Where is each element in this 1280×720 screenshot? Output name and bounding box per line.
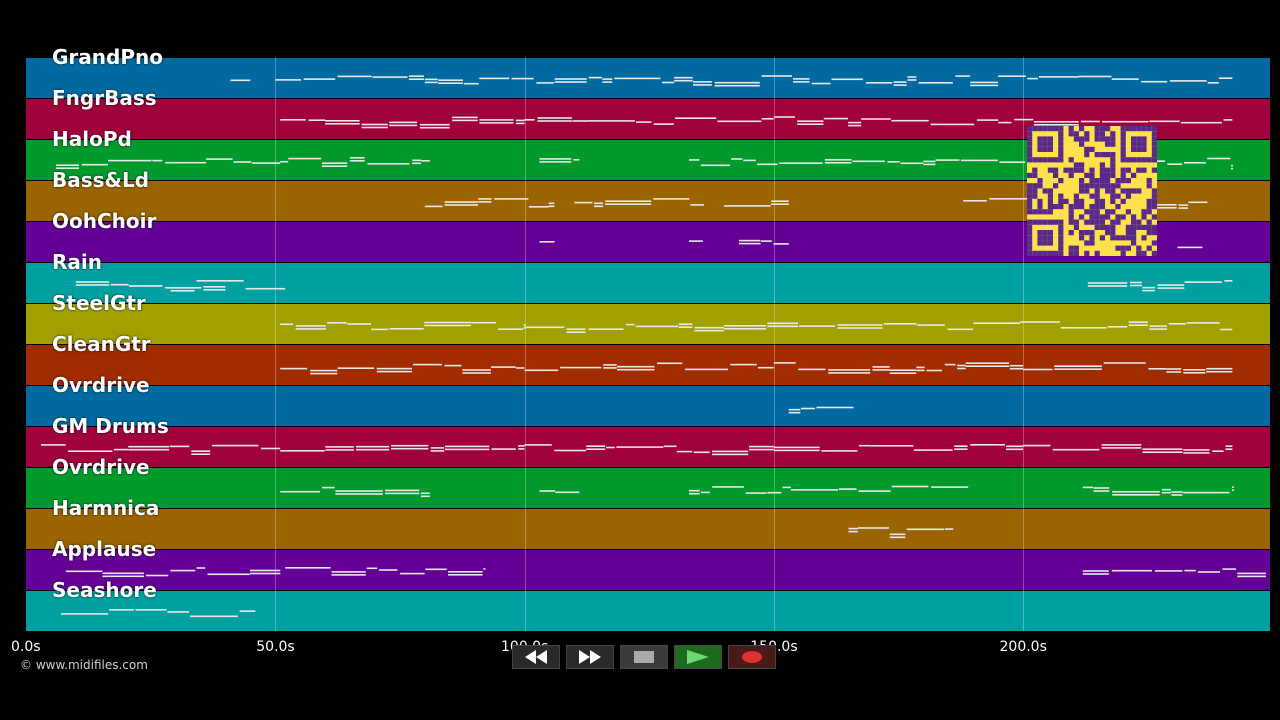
tick-label: 0.0s (11, 639, 41, 655)
track-lane[interactable] (26, 57, 1270, 98)
track-lane[interactable] (26, 508, 1270, 549)
qr-code-icon (1027, 126, 1157, 256)
grid-line (524, 57, 526, 631)
qr-code (1027, 126, 1157, 256)
track-label: Rain (52, 250, 102, 274)
track-lane[interactable] (26, 385, 1270, 426)
track-lane[interactable] (26, 344, 1270, 385)
track-label: Ovrdrive (52, 455, 150, 479)
track-label: GrandPno (52, 45, 163, 69)
stop-button[interactable] (620, 645, 668, 669)
rewind-icon (525, 650, 547, 664)
tick-label: 200.0s (999, 639, 1047, 655)
track-label: HaloPd (52, 127, 132, 151)
track-lane[interactable] (26, 467, 1270, 508)
track-label: Ovrdrive (52, 373, 150, 397)
copyright-text: © www.midifiles.com (20, 658, 148, 672)
fast-forward-icon (579, 650, 601, 664)
track-lane[interactable] (26, 303, 1270, 344)
track-lane[interactable] (26, 549, 1270, 590)
track-label: Seashore (52, 578, 157, 602)
tick-label: 50.0s (256, 639, 295, 655)
track-lane[interactable] (26, 590, 1270, 631)
play-icon (687, 650, 709, 664)
track-label: GM Drums (52, 414, 169, 438)
grid-line (275, 57, 277, 631)
track-lane[interactable] (26, 426, 1270, 467)
track-label: FngrBass (52, 86, 157, 110)
track-label: OohChoir (52, 209, 157, 233)
fast-forward-button[interactable] (566, 645, 614, 669)
stop-icon (634, 651, 654, 663)
track-label: Harmnica (52, 496, 160, 520)
track-label: Applause (52, 537, 157, 561)
record-icon (742, 651, 762, 663)
grid-line (1023, 57, 1024, 631)
play-button[interactable] (674, 645, 722, 669)
track-label: Bass&Ld (52, 168, 150, 192)
track-label: CleanGtr (52, 332, 151, 356)
record-button[interactable] (728, 645, 776, 669)
transport-controls (512, 645, 776, 669)
rewind-button[interactable] (512, 645, 560, 669)
track-lane[interactable] (26, 262, 1270, 303)
grid-line (773, 57, 775, 631)
track-label: SteelGtr (52, 291, 146, 315)
